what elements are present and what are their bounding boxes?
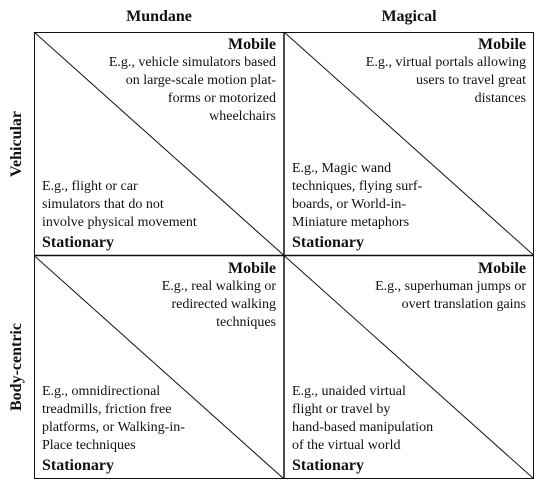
stationary-label: Stationary bbox=[292, 233, 364, 251]
column-header-magical: Magical bbox=[381, 8, 437, 25]
cell-vehicular-magical: Mobile E.g., virtual portals allowing us… bbox=[284, 32, 534, 256]
stationary-example: E.g., flight or car simulators that do n… bbox=[42, 178, 197, 230]
diagonal-divider-0-0 bbox=[34, 32, 285, 256]
grid-lines bbox=[34, 32, 534, 479]
diagonal-divider-1-0 bbox=[34, 255, 285, 479]
row-header-vehicular-label: Vehicular bbox=[8, 110, 26, 177]
stationary-label: Stationary bbox=[42, 233, 114, 251]
mobile-example: E.g., real walking or redirected walking… bbox=[161, 278, 276, 330]
stationary-example: E.g., Magic wand techniques, flying surf… bbox=[292, 160, 423, 230]
mobile-example: E.g., virtual portals allowing users to … bbox=[365, 55, 526, 106]
mobile-label: Mobile bbox=[478, 259, 526, 277]
mobile-label: Mobile bbox=[228, 259, 276, 277]
stationary-label: Stationary bbox=[292, 457, 364, 474]
cell-body-centric-mundane: Mobile E.g., real walking or redirected … bbox=[34, 256, 284, 480]
stationary-example: E.g., omnidirectional treadmills, fricti… bbox=[42, 384, 185, 453]
mobile-label: Mobile bbox=[228, 36, 276, 53]
row-header-vehicular: Vehicular bbox=[0, 32, 34, 255]
column-header-mundane: Mundane bbox=[126, 8, 192, 25]
row-header-body-centric: Body-centric bbox=[0, 255, 34, 479]
cell-vehicular-mundane: Mobile E.g., vehicle simulators based on… bbox=[34, 32, 284, 256]
stationary-example: E.g., unaided virtual flight or travel b… bbox=[292, 384, 434, 453]
row-header-body-centric-label: Body-centric bbox=[8, 323, 26, 411]
diagonal-divider-1-1 bbox=[283, 255, 534, 479]
diagonal-divider-0-1 bbox=[283, 32, 534, 256]
cell-body-centric-magical: Mobile E.g., superhuman jumps or overt t… bbox=[284, 256, 534, 480]
mobile-example: E.g., vehicle simulators based on large-… bbox=[108, 55, 276, 124]
stationary-label: Stationary bbox=[42, 457, 114, 474]
mobile-example: E.g., superhuman jumps or overt translat… bbox=[375, 278, 526, 312]
mobile-label: Mobile bbox=[478, 36, 526, 53]
